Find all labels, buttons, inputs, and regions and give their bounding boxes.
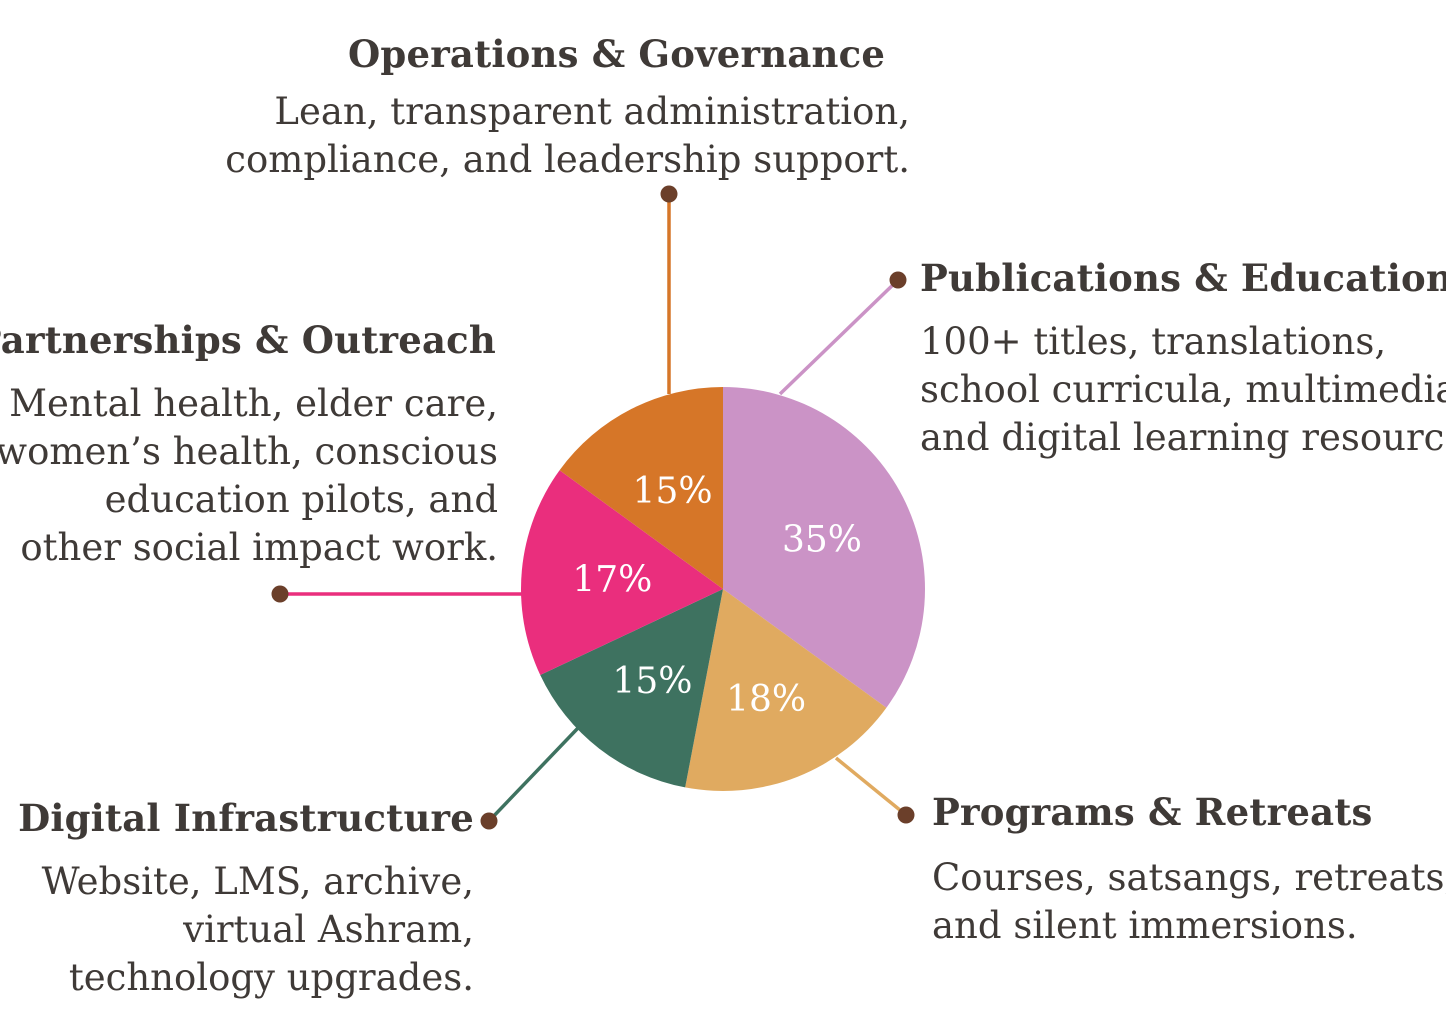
- category-title-programs: Programs & Retreats: [932, 790, 1373, 834]
- category-title-operations: Operations & Governance: [348, 32, 886, 76]
- category-desc-partnerships: Mental health, elder care, women’s healt…: [0, 382, 498, 569]
- category-desc-programs: Courses, satsangs, retreats, and silent …: [932, 856, 1446, 947]
- leader-digital-dot: [480, 812, 498, 830]
- leader-publications-dot: [889, 271, 907, 289]
- leader-programs-dot: [897, 806, 915, 824]
- leader-operations-dot: [660, 185, 678, 203]
- slice-partnerships: [521, 470, 723, 676]
- leader-digital-line: [487, 726, 580, 823]
- category-desc-publications: 100+ titles, translations, school curric…: [920, 320, 1446, 459]
- leader-publications-line: [778, 278, 900, 396]
- label-18: 18%: [726, 679, 806, 720]
- label-15-operations: 15%: [633, 471, 713, 512]
- category-desc-operations: Lean, transparent administration, compli…: [225, 90, 910, 181]
- slice-programs: [685, 589, 887, 791]
- category-title-digital: Digital Infrastructure: [18, 796, 474, 840]
- category-title-publications: Publications & Education: [920, 256, 1446, 300]
- leader-programs-line: [834, 756, 908, 817]
- leader-partnerships-dot: [271, 585, 289, 603]
- category-title-partnerships: Partnerships & Outreach: [0, 318, 496, 362]
- slice-operations: [559, 387, 723, 589]
- label-17: 17%: [572, 560, 652, 601]
- slice-publications: [723, 387, 925, 708]
- category-desc-digital: Website, LMS, archive, virtual Ashram, t…: [41, 860, 474, 999]
- label-15-digital: 15%: [612, 661, 692, 702]
- slice-digital: [540, 589, 723, 788]
- label-35: 35%: [782, 520, 862, 561]
